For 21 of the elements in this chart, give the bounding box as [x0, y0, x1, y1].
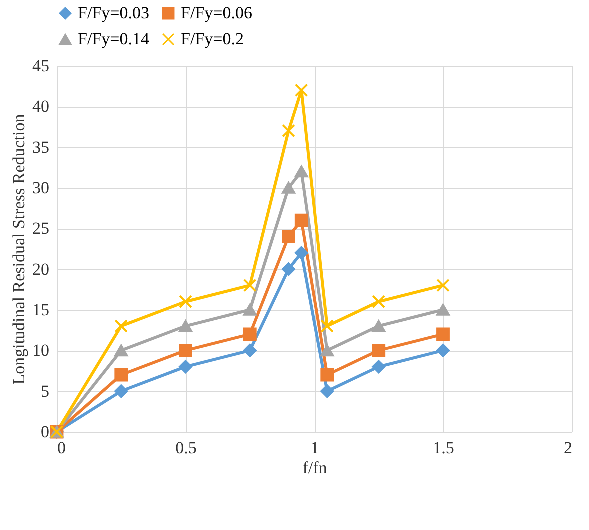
y-tick-label: 20: [32, 260, 50, 279]
y-tick-label: 30: [32, 178, 50, 198]
legend-label: F/Fy=0.03: [78, 4, 150, 23]
x-axis-title: f/fn: [302, 458, 328, 478]
y-tick-label: 5: [41, 382, 50, 401]
y-axis-title: Longitudinal Residual Stress Reduction: [10, 114, 28, 385]
y-tick-label: 40: [32, 97, 50, 116]
y-tick-label: 15: [32, 300, 50, 320]
x-tick-label: 2: [564, 438, 572, 458]
y-tick-label: 45: [32, 56, 50, 76]
y-tick-label: 35: [32, 138, 50, 157]
y-tick-label: 25: [32, 219, 50, 238]
legend-label: F/Fy=0.2: [181, 30, 244, 48]
y-tick-label: 0: [41, 422, 50, 442]
x-tick-label: 0.5: [176, 438, 197, 458]
legend-label: F/Fy=0.06: [181, 4, 252, 23]
x-tick-label: 1: [310, 438, 320, 458]
legend-label: F/Fy=0.14: [78, 30, 150, 48]
y-tick-label: 10: [32, 341, 50, 360]
x-tick-label: 1.5: [433, 438, 454, 458]
x-tick-label: 0: [58, 438, 66, 458]
